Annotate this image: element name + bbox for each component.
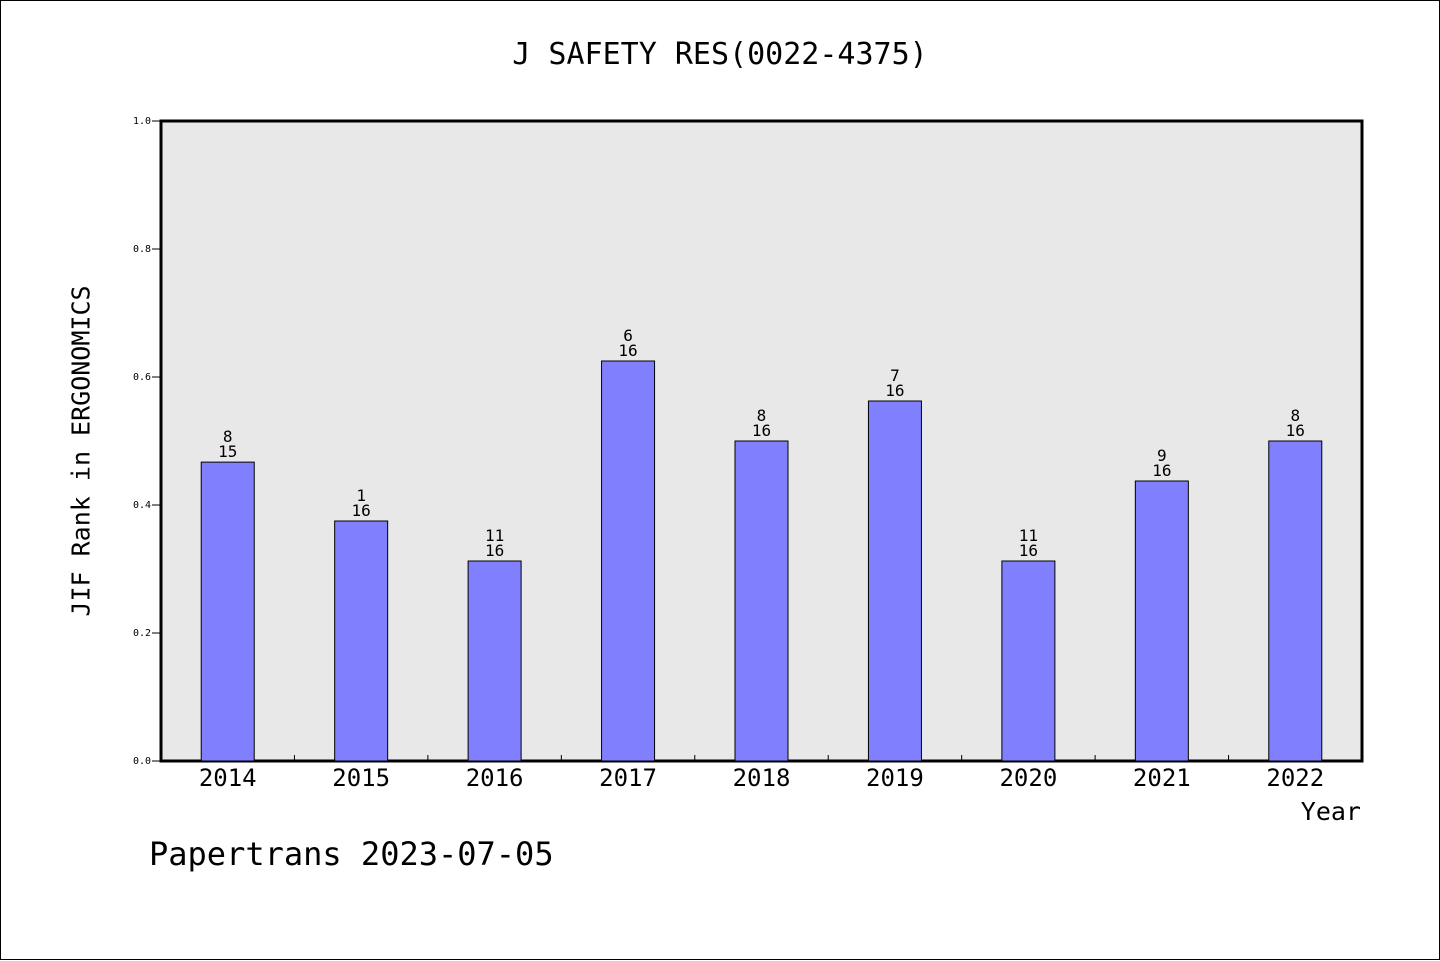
y-axis-label: JIF Rank in ERGONOMICS	[66, 285, 96, 617]
x-tick-label: 2015	[332, 764, 390, 792]
x-tick-label: 2021	[1133, 764, 1191, 792]
bar	[601, 360, 656, 762]
bar-rank-label: 1	[356, 486, 366, 505]
bar-rank-label: 8	[1290, 406, 1300, 425]
bar-total-label: 16	[485, 541, 504, 560]
bar-rank-label: 8	[757, 406, 767, 425]
bar-total-label: 15	[218, 442, 237, 461]
x-tick-label: 2020	[999, 764, 1057, 792]
bar	[200, 461, 255, 762]
y-tick-label: 0.8	[133, 244, 151, 255]
bar	[734, 440, 789, 762]
bar-total-label: 16	[618, 341, 637, 360]
x-tick-label: 2018	[733, 764, 791, 792]
bar-rank-label: 9	[1157, 446, 1167, 465]
y-axis: 0.0 0.2 0.4 0.6 0.8 1.0	[133, 116, 161, 767]
x-tick-label: 2017	[599, 764, 657, 792]
bar	[467, 560, 522, 762]
x-tick-label: 2019	[866, 764, 924, 792]
chart-title: J SAFETY RES(0022-4375)	[512, 37, 928, 72]
bar-rank-label: 6	[623, 326, 633, 345]
x-tick-label: 2022	[1266, 764, 1324, 792]
bar	[334, 520, 389, 762]
bars	[200, 360, 1323, 762]
x-tick-label: 2016	[466, 764, 524, 792]
x-axis: 2014 2015 2016 2017 2018 2019 2020 2021 2022	[199, 755, 1324, 792]
bar-rank-label: 7	[890, 366, 900, 385]
bar-total-label: 16	[352, 501, 371, 520]
x-tick-label: 2014	[199, 764, 257, 792]
bar	[1268, 440, 1323, 762]
bar	[1001, 560, 1056, 762]
y-tick-label: 0.4	[133, 500, 151, 511]
bar-total-label: 16	[1019, 541, 1038, 560]
bar-total-label: 16	[1152, 461, 1171, 480]
x-axis-label: Year	[1300, 797, 1361, 826]
watermark: Papertrans 2023-07-05	[149, 835, 554, 873]
y-tick-label: 0.0	[133, 756, 151, 767]
bar-total-label: 16	[885, 381, 904, 400]
bar-total-label: 16	[752, 421, 771, 440]
bar-total-label: 16	[1286, 421, 1305, 440]
bar	[1134, 480, 1189, 762]
bar-rank-label: 11	[1019, 526, 1038, 545]
y-tick-label: 0.6	[133, 372, 151, 383]
bar-rank-label: 11	[485, 526, 504, 545]
bar	[867, 400, 922, 762]
y-tick-label: 0.2	[133, 628, 151, 639]
bar-rank-label: 8	[223, 427, 233, 446]
y-tick-label: 1.0	[133, 116, 151, 127]
